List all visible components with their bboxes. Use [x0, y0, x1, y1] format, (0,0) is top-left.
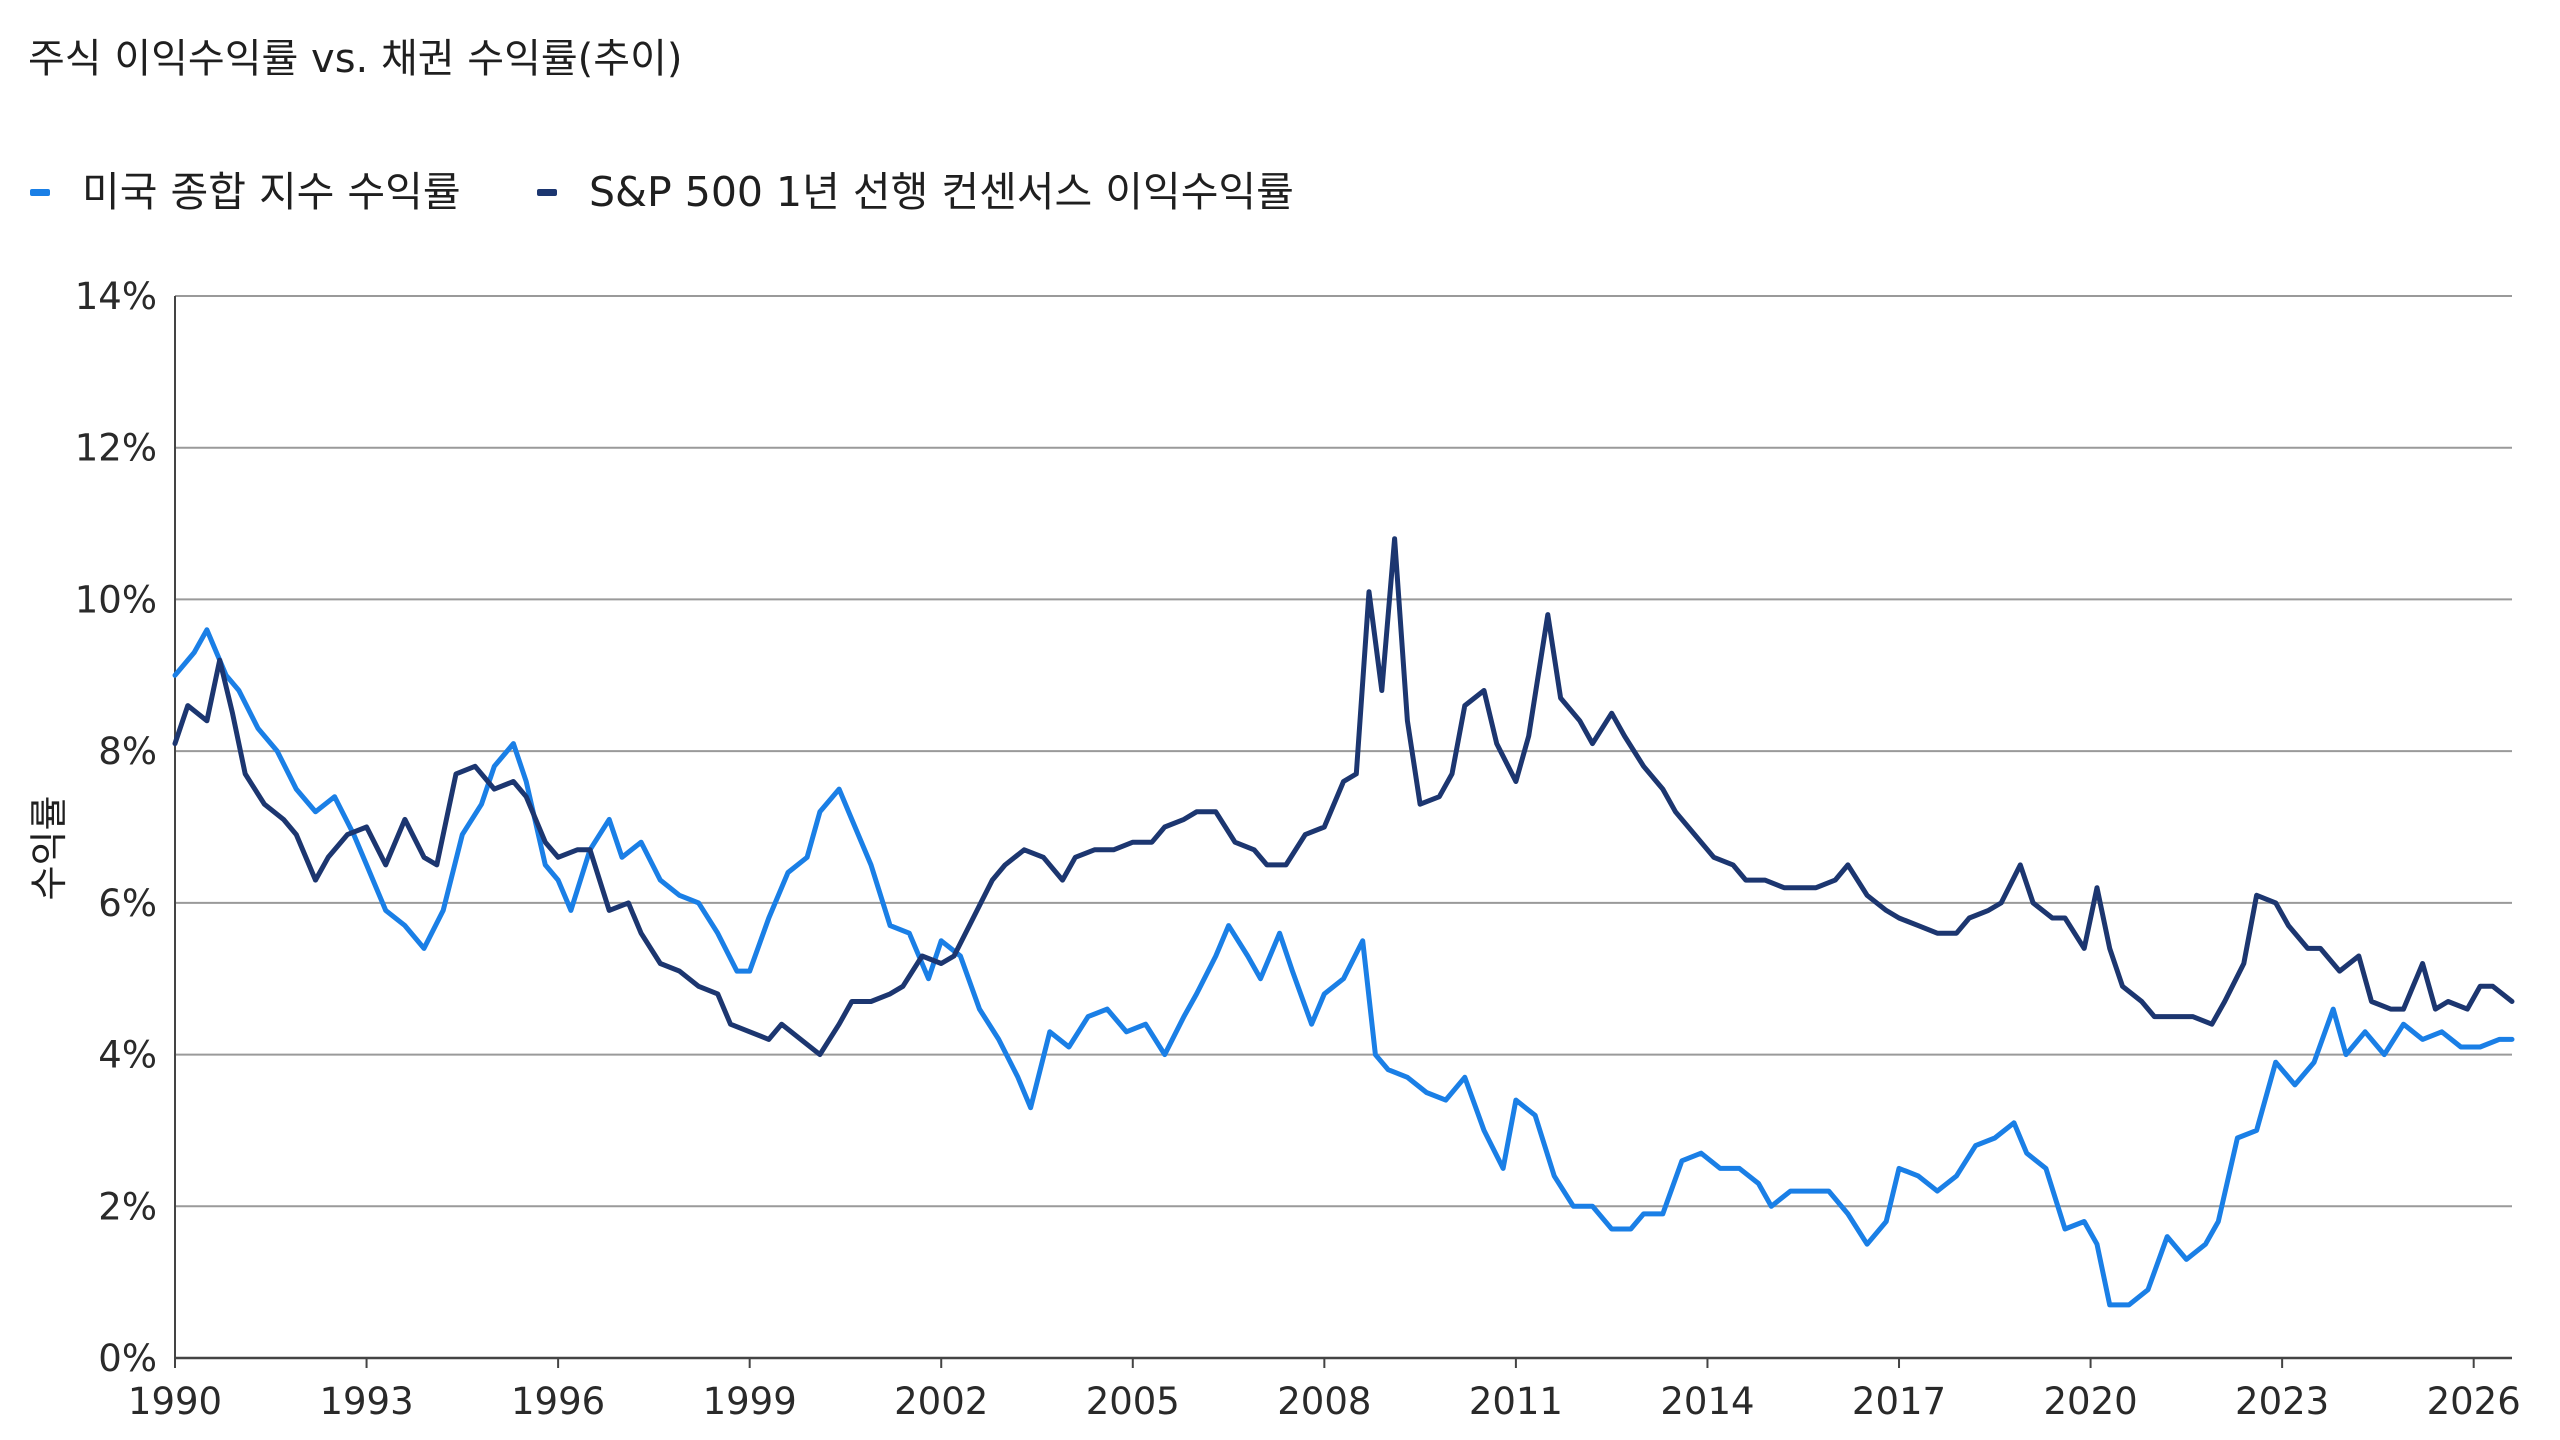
x-tick-label: 2014 [1660, 1380, 1754, 1423]
x-tick-label: 2008 [1277, 1380, 1371, 1423]
x-tick-label: 2020 [2043, 1380, 2137, 1423]
x-tick-label: 2005 [1086, 1380, 1180, 1423]
y-axis-label: 수익률 [27, 796, 71, 901]
legend-label-sp500-earnings-yield: S&P 500 1년 선행 컨센서스 이익수익률 [589, 168, 1294, 216]
x-tick-label: 1999 [703, 1380, 797, 1423]
y-axis-ticks: 0% 2% 4% 6% 8% 10% 12% 14% [75, 275, 157, 1380]
y-tick-label: 14% [75, 275, 157, 318]
y-tick-label: 0% [98, 1337, 157, 1380]
chart-title: 주식 이익수익률 vs. 채권 수익률(추이) [28, 36, 683, 82]
y-tick-label: 12% [75, 427, 157, 470]
legend-swatch-us-composite-yield [30, 189, 50, 196]
y-tick-label: 4% [98, 1034, 157, 1077]
y-tick-label: 8% [98, 730, 157, 773]
y-tick-label: 2% [98, 1185, 157, 1228]
legend-swatch-sp500-earnings-yield [537, 189, 557, 196]
line-sp500-earnings-yield [172, 536, 2515, 1058]
x-axis-ticks: 1990 1993 1996 1999 2002 2005 2008 2011 2014 2017… [128, 1358, 2521, 1423]
series-lines [172, 536, 2515, 1308]
gridlines [175, 295, 2512, 1359]
x-tick-label: 2026 [2427, 1380, 2521, 1423]
plot-frame [174, 296, 2512, 1360]
y-tick-label: 6% [98, 882, 157, 925]
legend: 미국 종합 지수 수익률 S&P 500 1년 선행 컨센서스 이익수익률 [30, 168, 1294, 216]
line-us-composite-yield [172, 627, 2515, 1308]
x-tick-label: 2011 [1469, 1380, 1563, 1423]
x-tick-label: 2002 [894, 1380, 988, 1423]
y-tick-label: 10% [75, 578, 157, 621]
x-tick-label: 1990 [128, 1380, 222, 1423]
x-tick-label: 1996 [511, 1380, 605, 1423]
legend-label-us-composite-yield: 미국 종합 지수 수익률 [82, 168, 461, 216]
x-tick-label: 1993 [319, 1380, 413, 1423]
x-tick-label: 2017 [1852, 1380, 1946, 1423]
x-tick-label: 2023 [2235, 1380, 2329, 1423]
